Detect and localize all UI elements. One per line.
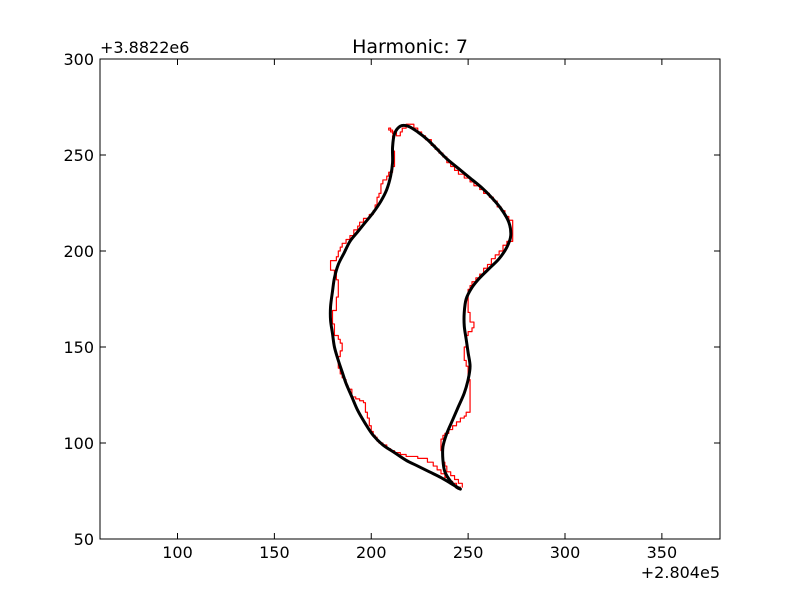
x-tick-label-200: 200 — [356, 543, 387, 562]
plot-layer — [100, 59, 720, 539]
x-tick-label-150: 150 — [259, 543, 290, 562]
plot-frame — [99, 58, 721, 540]
x-tick-label-250: 250 — [453, 543, 484, 562]
x-tick-label-300: 300 — [550, 543, 581, 562]
y-tick-label-150: 150 — [63, 338, 94, 357]
x-offset-label: +2.804e5 — [641, 563, 720, 582]
x-tick-label-350: 350 — [647, 543, 678, 562]
plot-area — [100, 59, 720, 539]
y-tick-label-200: 200 — [63, 242, 94, 261]
y-offset-label: +3.8822e6 — [100, 38, 189, 57]
y-tick-label-50: 50 — [74, 530, 94, 549]
y-tick-label-100: 100 — [63, 434, 94, 453]
x-tick-label-100: 100 — [162, 543, 193, 562]
chart-title: Harmonic: 7 — [352, 36, 468, 58]
y-tick-label-250: 250 — [63, 146, 94, 165]
black-harmonic-line — [328, 123, 513, 491]
y-tick-label-300: 300 — [63, 50, 94, 69]
ticks-layer: 100 150 200 250 300 350 50 100 150 200 250 300 — [63, 50, 721, 562]
